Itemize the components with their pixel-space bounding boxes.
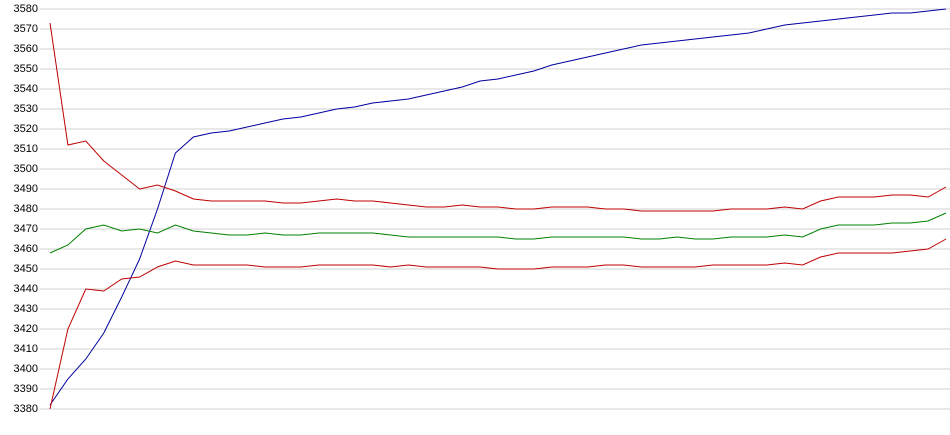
series-line <box>49 212 947 254</box>
y-tick-label: 3460 <box>14 243 38 255</box>
y-tick-label: 3580 <box>14 3 38 15</box>
y-tick-label: 3400 <box>14 363 38 375</box>
y-tick-label: 3540 <box>14 83 38 95</box>
y-tick-label: 3380 <box>14 403 38 415</box>
series-line <box>49 8 947 406</box>
y-tick-label: 3410 <box>14 343 38 355</box>
y-tick-label: 3510 <box>14 143 38 155</box>
y-tick-label: 3470 <box>14 223 38 235</box>
y-tick-label: 3560 <box>14 43 38 55</box>
y-tick-label: 3450 <box>14 263 38 275</box>
y-tick-label: 3390 <box>14 383 38 395</box>
y-tick-label: 3570 <box>14 23 38 35</box>
y-tick-label: 3500 <box>14 163 38 175</box>
y-tick-label: 3430 <box>14 303 38 315</box>
y-tick-label: 3480 <box>14 203 38 215</box>
y-tick-label: 3490 <box>14 183 38 195</box>
series-line <box>49 22 947 212</box>
y-tick-label: 3420 <box>14 323 38 335</box>
series-line <box>49 238 947 410</box>
y-tick-label: 3440 <box>14 283 38 295</box>
y-tick-label: 3550 <box>14 63 38 75</box>
y-tick-label: 3520 <box>14 123 38 135</box>
y-tick-label: 3530 <box>14 103 38 115</box>
